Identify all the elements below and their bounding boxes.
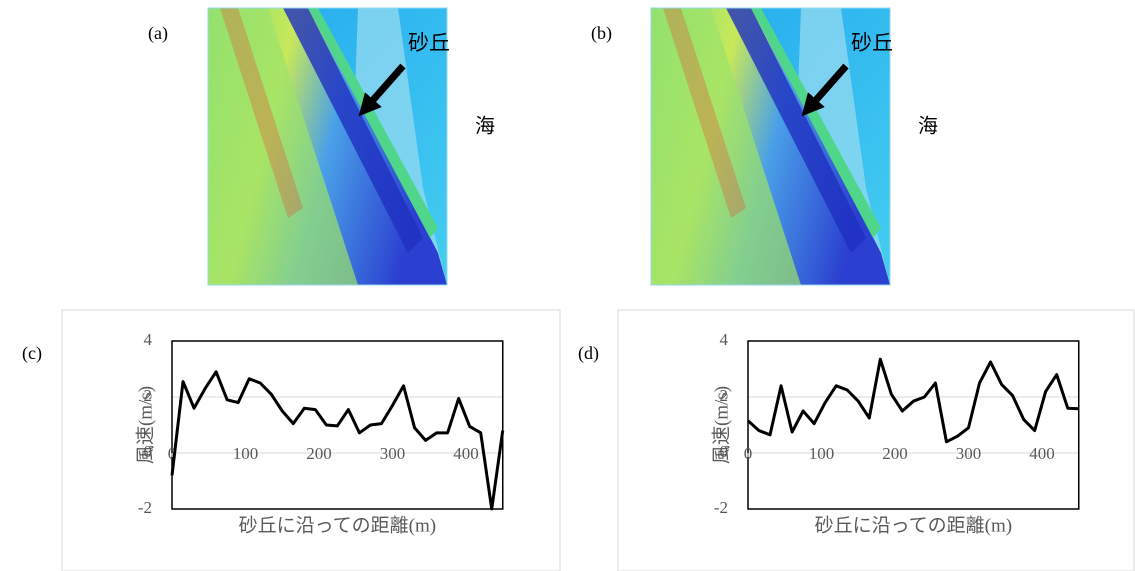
y-axis-label: 風速(m/s) [710,386,732,464]
x-axis-label: 砂丘に沿っての距離(m) [239,514,436,536]
data-line [747,357,1079,444]
map-image [650,7,891,286]
y-tick-label: 0 [720,442,729,461]
sea-label: 海 [475,115,495,138]
frame [650,7,891,286]
dark-band [726,8,866,253]
y-tick-label: 2 [144,386,153,405]
panel-label: (c) [22,343,42,364]
y-tick-label: 2 [720,386,729,405]
y-tick-label: 0 [144,442,153,461]
y-tick-label: 4 [720,330,729,349]
panel-label: (b) [591,23,612,44]
frame [207,7,448,286]
dark-band [283,8,423,253]
vegetation [208,8,358,285]
panel-label: (a) [148,23,168,44]
x-axis-label: 砂丘に沿っての距離(m) [815,514,1012,536]
plot-border [747,340,1080,510]
map-image [207,7,448,286]
red-speckle [220,8,303,218]
dune-ridge [751,8,881,238]
sea-label: 海 [918,115,938,138]
x-tick-label: 0 [168,444,177,463]
x-tick-label: 400 [1029,444,1055,463]
x-tick-label: 400 [453,444,479,463]
y-tick-label: 4 [144,330,153,349]
chart-frame [617,309,1135,571]
x-tick-label: 300 [956,444,982,463]
arrow [801,63,849,117]
panel-label: (d) [578,343,599,364]
x-tick-label: 200 [306,444,332,463]
chart-frame [61,309,561,571]
x-tick-label: 100 [809,444,835,463]
y-tick-label: -2 [714,498,728,517]
x-tick-label: 0 [744,444,753,463]
y-axis-label: 風速(m/s) [134,386,156,464]
dune-label: 砂丘 [851,31,893,55]
x-tick-label: 100 [233,444,259,463]
red-speckle [663,8,746,218]
plot-border [171,340,504,510]
vegetation [651,8,801,285]
x-tick-label: 300 [380,444,406,463]
arrow [358,63,406,117]
x-tick-label: 200 [882,444,908,463]
dune-ridge [308,8,438,238]
dune-label: 砂丘 [408,31,450,55]
data-line [170,370,505,511]
y-tick-label: -2 [138,498,152,517]
